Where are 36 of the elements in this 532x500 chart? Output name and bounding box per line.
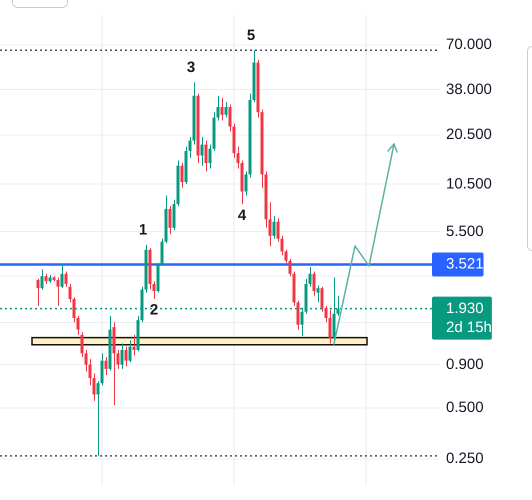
ref-line-label: 3.521 bbox=[446, 256, 484, 273]
y-tick-label: 70.000 bbox=[446, 36, 492, 53]
candlestick bbox=[328, 309, 332, 344]
y-tick-label: 0.250 bbox=[446, 450, 484, 467]
annotation: 3 bbox=[186, 58, 196, 76]
y-tick-label: 10.500 bbox=[446, 175, 492, 192]
ref-line-label: 1.930 2d 15h bbox=[446, 300, 492, 336]
annotation: 2 bbox=[150, 302, 158, 319]
candlestick bbox=[64, 270, 68, 288]
candlestick bbox=[128, 340, 132, 363]
candlestick bbox=[56, 276, 60, 307]
candlestick bbox=[120, 343, 124, 370]
candlestick bbox=[40, 268, 44, 290]
candlestick bbox=[60, 263, 64, 289]
candlestick bbox=[180, 162, 184, 188]
candlestick bbox=[316, 284, 320, 303]
candlestick bbox=[44, 273, 48, 284]
annotation: 1 bbox=[138, 221, 148, 238]
candlestick bbox=[200, 136, 204, 166]
candlestick bbox=[204, 140, 208, 172]
annotation: 5 bbox=[246, 26, 256, 44]
y-tick-label: 20.500 bbox=[446, 126, 492, 144]
y-tick-label: 0.900 bbox=[446, 356, 484, 373]
candlestick bbox=[124, 346, 128, 367]
candlestick bbox=[224, 102, 228, 118]
candlestick bbox=[104, 356, 108, 376]
candlestick bbox=[168, 206, 172, 235]
candlestick bbox=[36, 278, 40, 307]
candlestick bbox=[132, 334, 136, 356]
y-tick-label: 0.500 bbox=[446, 399, 484, 416]
annotation: 4 bbox=[238, 206, 247, 224]
candlestick bbox=[272, 216, 276, 240]
candlestick bbox=[220, 97, 224, 121]
y-tick-label: 38.000 bbox=[446, 80, 492, 98]
candlestick bbox=[312, 270, 316, 296]
y-tick-label: 5.500 bbox=[446, 222, 484, 240]
